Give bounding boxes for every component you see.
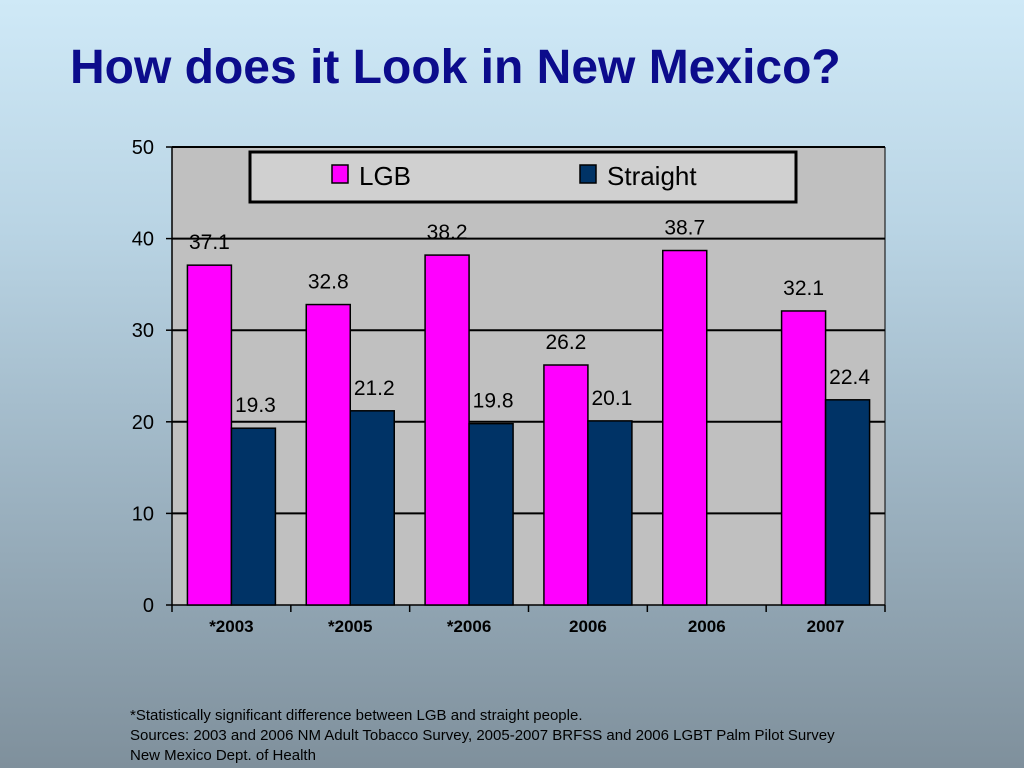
y-tick-label: 30 <box>132 320 154 342</box>
legend-swatch-straight <box>579 164 597 184</box>
data-label-lgb: 32.1 <box>783 277 824 300</box>
slide-title: How does it Look in New Mexico? <box>70 41 841 94</box>
bar-lgb <box>305 303 351 606</box>
legend-label-straight: Straight <box>607 161 697 191</box>
y-tick-label: 20 <box>132 412 154 434</box>
bar-straight <box>587 420 633 606</box>
data-label-lgb: 32.8 <box>308 271 349 294</box>
bar-lgb <box>662 249 708 606</box>
x-tick-label: 2007 <box>807 617 845 636</box>
bar-lgb <box>543 364 589 606</box>
data-label-lgb: 38.7 <box>664 217 705 240</box>
data-label-straight: 21.2 <box>354 377 395 400</box>
bar-straight <box>824 399 871 606</box>
data-label-lgb: 26.2 <box>545 331 586 354</box>
x-tick-label: *2005 <box>328 617 372 636</box>
data-label-straight: 19.8 <box>473 390 514 413</box>
y-tick-label: 50 <box>132 137 154 159</box>
y-tick-label: 10 <box>132 503 154 525</box>
data-label-lgb: 37.1 <box>189 231 230 254</box>
bar-lgb <box>186 264 233 606</box>
x-tick-label: 2006 <box>569 617 607 636</box>
plot-area <box>172 147 885 605</box>
data-label-straight: 22.4 <box>829 366 870 389</box>
bar-straight <box>468 422 514 606</box>
footnotes: *Statistically significant difference be… <box>130 706 835 766</box>
bar-lgb <box>424 254 470 606</box>
footnote-significance: *Statistically significant difference be… <box>130 707 583 724</box>
y-tick-label: 40 <box>132 229 154 251</box>
bar-chart: 0 10 20 30 40 50 37.1 19.3 *2003 32.8 21.2 *2005 38.… <box>132 137 886 636</box>
legend-label-lgb: LGB <box>359 161 411 191</box>
bar-lgb <box>780 310 827 606</box>
y-tick-label: 0 <box>143 595 154 617</box>
data-label-straight: 20.1 <box>591 387 632 410</box>
bar-straight <box>230 427 277 606</box>
footnote-sources: Sources: 2003 and 2006 NM Adult Tobacco … <box>130 727 835 744</box>
legend-swatch-lgb <box>331 164 349 184</box>
footnote-department: New Mexico Dept. of Health <box>130 747 316 764</box>
data-label-straight: 19.3 <box>235 394 276 417</box>
data-label-lgb: 38.2 <box>427 221 468 244</box>
bar-straight <box>349 410 395 606</box>
x-tick-label: 2006 <box>688 617 726 636</box>
x-tick-label: *2006 <box>447 617 491 636</box>
x-tick-label: *2003 <box>209 617 253 636</box>
